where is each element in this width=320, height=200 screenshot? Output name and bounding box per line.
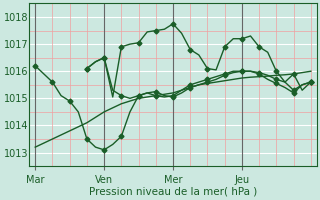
- X-axis label: Pression niveau de la mer( hPa ): Pression niveau de la mer( hPa ): [89, 187, 257, 197]
